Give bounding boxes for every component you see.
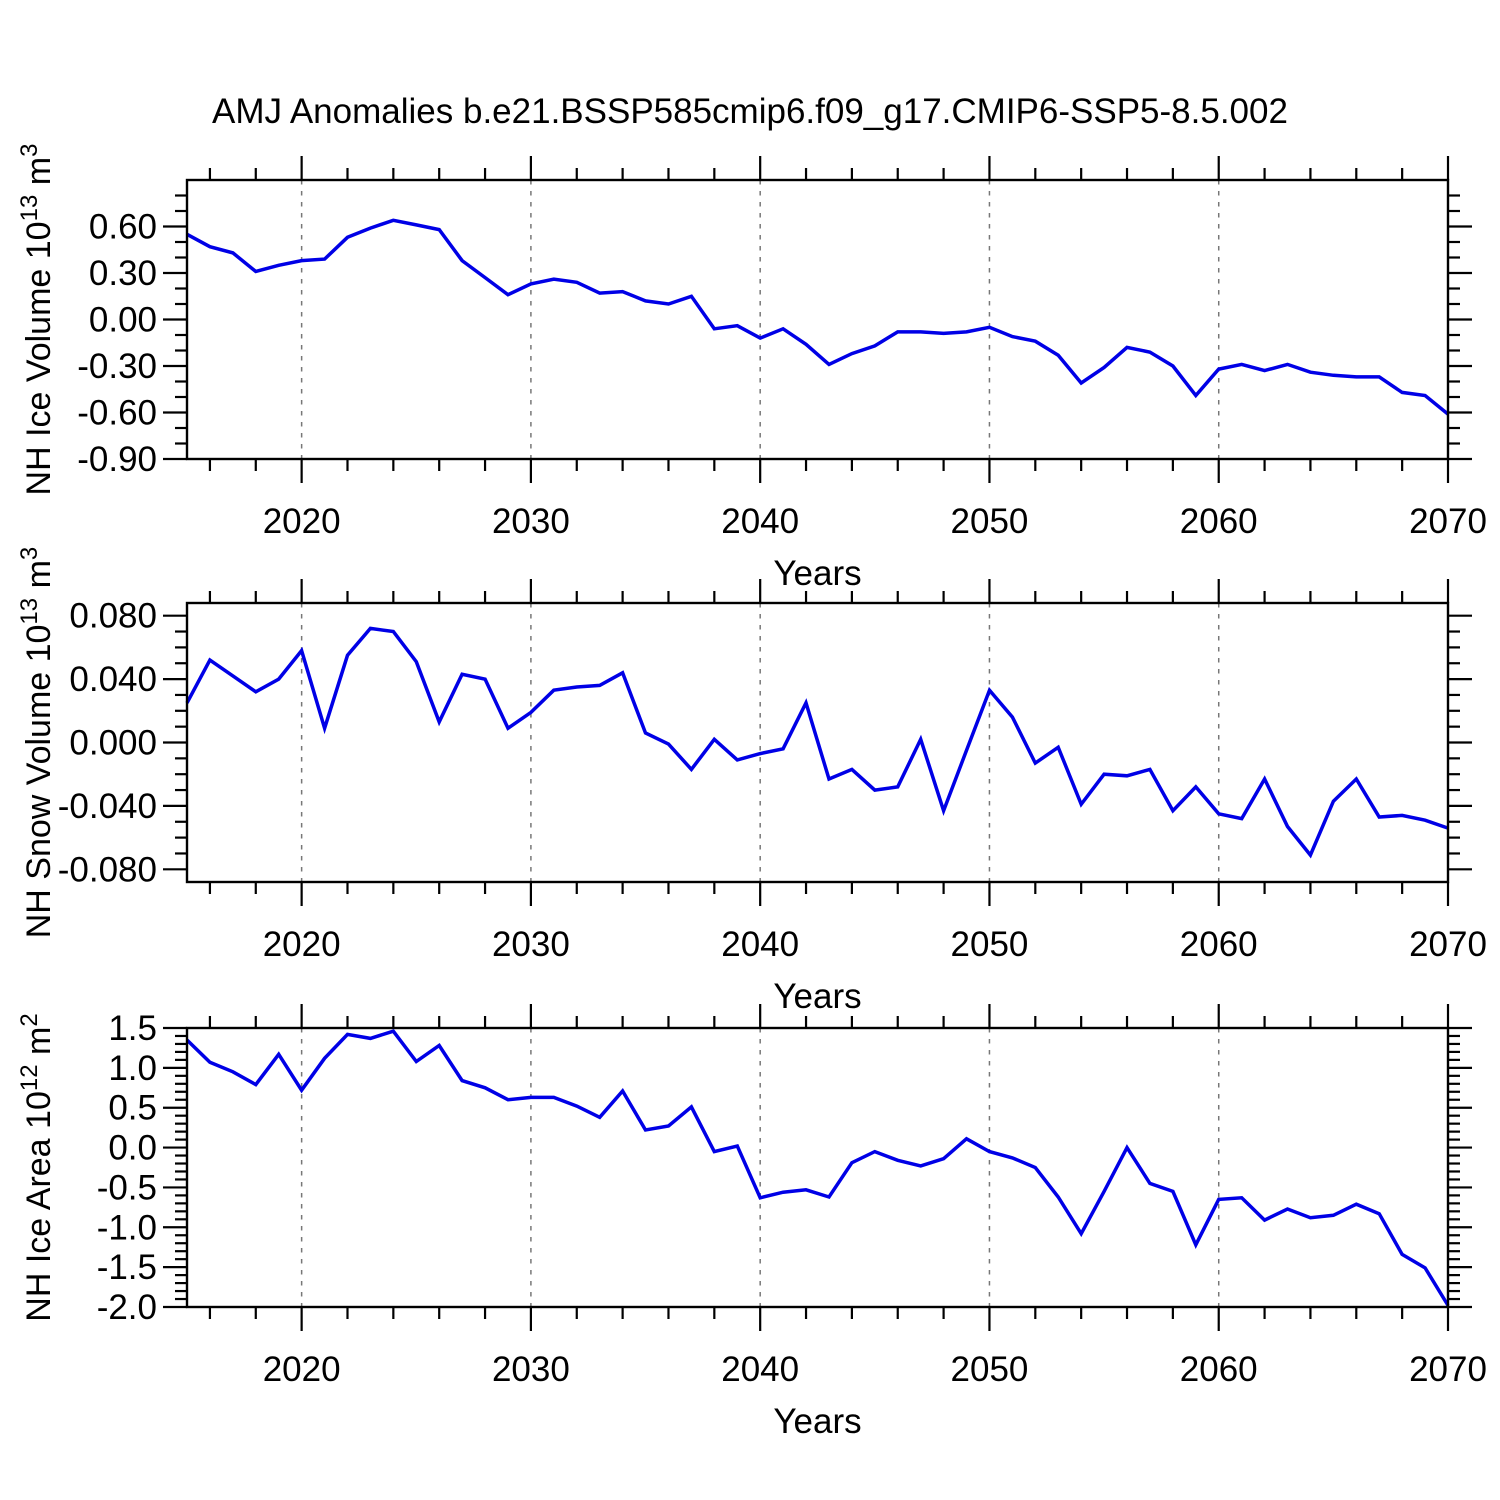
y-tick-label: -1.5 [97, 1248, 157, 1287]
y-tick-label: 0.00 [89, 301, 157, 340]
y-tick-label: 1.0 [108, 1049, 157, 1088]
x-tick-label: 2050 [951, 925, 1029, 964]
panel-nh-ice-area: 1.51.00.50.0-0.5-1.0-1.5-2.0 2020 2030 2040… [16, 1004, 1487, 1441]
y-axis-title-superscript: 13 [16, 195, 43, 222]
y-axis-title: NH Ice Area 1012 m2 [16, 1013, 58, 1321]
y-tick-label: 1.5 [108, 1009, 157, 1048]
x-axis-title: Years [773, 554, 861, 593]
y-tick-label: 0.080 [69, 597, 157, 636]
y-axis-title-text: m [20, 560, 58, 598]
x-tick-label: 2050 [951, 502, 1029, 541]
y-tick-label: -0.5 [97, 1168, 157, 1207]
x-tick-label: 2050 [951, 1350, 1029, 1389]
panel-nh-ice-volume: 0.60 0.30 0.00 -0.30 -0.60 -0.90 2020 2030 2040 2… [16, 144, 1487, 593]
y-axis-title-superscript: 13 [16, 598, 43, 625]
y-axis-title: NH Snow Volume 1013 m3 [16, 547, 58, 939]
x-axis-title: Years [773, 1402, 861, 1441]
y-tick-label: -0.040 [58, 787, 157, 826]
x-tick-label: 2060 [1180, 925, 1258, 964]
chart-title: AMJ Anomalies b.e21.BSSP585cmip6.f09_g17… [212, 92, 1288, 131]
y-tick-label: -0.080 [58, 850, 157, 889]
y-tick-label: -1.0 [97, 1208, 157, 1247]
y-tick-label: -2.0 [97, 1288, 157, 1327]
x-tick-label: 2060 [1180, 502, 1258, 541]
y-axis-title-superscript: 12 [16, 1064, 43, 1091]
y-axis-title-superscript: 3 [16, 144, 43, 157]
x-tick-label: 2030 [492, 1350, 570, 1389]
x-tick-label: 2040 [721, 502, 799, 541]
y-tick-label: 0.000 [69, 724, 157, 763]
panel-frame [185, 178, 1450, 461]
x-tick-label: 2070 [1409, 502, 1487, 541]
y-tick-label: 0.040 [69, 660, 157, 699]
y-tick-label: -0.30 [77, 347, 157, 386]
y-tick-label: 0.60 [89, 208, 157, 247]
x-tick-label: 2020 [263, 925, 341, 964]
series-line-nh-snow-volume [185, 626, 1449, 859]
y-tick-label: 0.30 [89, 254, 157, 293]
y-axis-title-text: m [20, 157, 58, 195]
series-line-nh-ice-volume [186, 218, 1450, 416]
x-tick-label: 2070 [1409, 925, 1487, 964]
y-axis-title-text: NH Snow Volume 10 [20, 625, 58, 939]
y-axis-title-text: m [20, 1027, 58, 1065]
x-tick-label: 2020 [263, 1350, 341, 1389]
x-tick-label: 2060 [1180, 1350, 1258, 1389]
y-axis-title-text: NH Ice Volume 10 [20, 221, 58, 495]
x-tick-label: 2020 [263, 502, 341, 541]
y-axis-title: NH Ice Volume 1013 m3 [16, 144, 58, 496]
y-axis-title-text: NH Ice Area 10 [20, 1091, 58, 1322]
x-tick-label: 2030 [492, 925, 570, 964]
y-tick-label: -0.90 [77, 440, 157, 479]
x-tick-label: 2030 [492, 502, 570, 541]
y-tick-label: -0.60 [77, 394, 157, 433]
panel-frame [185, 1026, 1450, 1309]
x-tick-label: 2070 [1409, 1350, 1487, 1389]
x-tick-label: 2040 [721, 925, 799, 964]
y-tick-label: 0.5 [108, 1089, 157, 1128]
x-tick-label: 2040 [721, 1350, 799, 1389]
y-axis-title-superscript: 2 [16, 1013, 43, 1026]
series-line-nh-ice-area [185, 1029, 1450, 1307]
panel-nh-snow-volume: 0.080 0.040 0.000 -0.040 -0.080 2020 2030 2040 2… [16, 547, 1487, 1016]
y-axis-title-superscript: 3 [16, 547, 43, 560]
y-tick-label: 0.0 [108, 1129, 157, 1168]
x-axis-title: Years [773, 977, 861, 1016]
